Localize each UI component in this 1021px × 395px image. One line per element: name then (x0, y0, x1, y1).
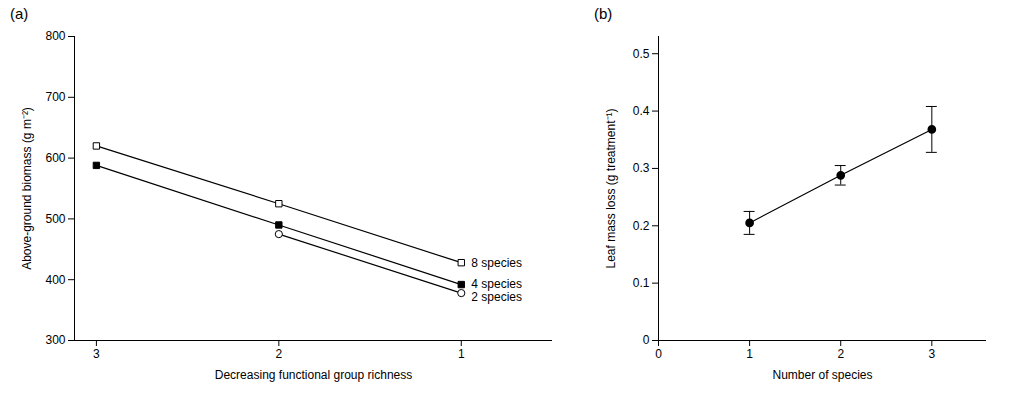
svg-text:4 species: 4 species (471, 277, 522, 291)
svg-text:700: 700 (45, 90, 65, 104)
svg-text:Leaf mass loss (g treatment⁻¹): Leaf mass loss (g treatment⁻¹) (604, 108, 618, 268)
svg-text:0.5: 0.5 (633, 47, 650, 61)
svg-text:Decreasing functional group ri: Decreasing functional group richness (215, 368, 412, 382)
svg-text:2: 2 (837, 347, 844, 361)
svg-text:0: 0 (643, 333, 650, 347)
svg-text:1: 1 (746, 347, 753, 361)
svg-text:0.1: 0.1 (633, 276, 650, 290)
svg-text:8 species: 8 species (471, 256, 522, 270)
svg-text:Above-ground biomass (g m⁻²): Above-ground biomass (g m⁻²) (20, 107, 34, 270)
svg-text:3: 3 (93, 347, 100, 361)
svg-text:2: 2 (275, 347, 282, 361)
svg-text:0: 0 (655, 347, 662, 361)
svg-text:0.3: 0.3 (633, 161, 650, 175)
svg-text:400: 400 (45, 273, 65, 287)
svg-text:600: 600 (45, 151, 65, 165)
svg-text:0.2: 0.2 (633, 219, 650, 233)
svg-text:3: 3 (928, 347, 935, 361)
html-text:(b): (b) (594, 5, 613, 22)
svg-text:2 species: 2 species (471, 290, 522, 304)
svg-text:1: 1 (458, 347, 465, 361)
svg-text:300: 300 (45, 333, 65, 347)
svg-text:Number of species: Number of species (772, 368, 872, 382)
svg-text:0.4: 0.4 (633, 104, 650, 118)
svg-text:800: 800 (45, 29, 65, 43)
svg-text:500: 500 (45, 212, 65, 226)
html-text:(a): (a) (10, 5, 29, 22)
